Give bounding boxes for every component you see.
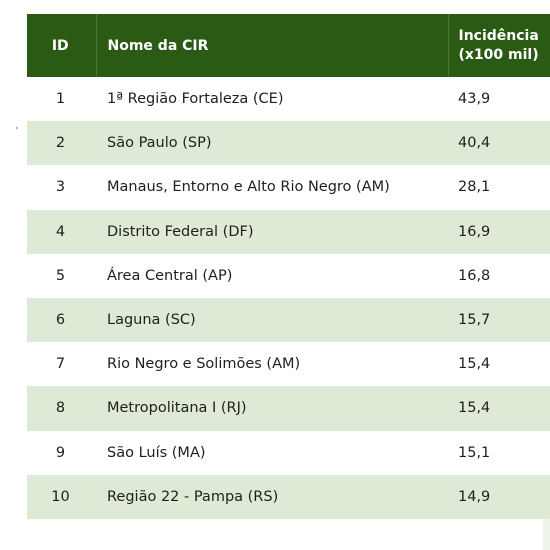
column-header-name: Nome da CIR <box>96 14 449 77</box>
cell-incidence: 40,4 <box>448 121 550 166</box>
incidence-table: ID Nome da CIR Incidência (x100 mil) 1 1… <box>27 14 550 519</box>
cell-incidence: 15,1 <box>448 430 550 475</box>
table-row: 10 Região 22 - Pampa (RS) 14,9 <box>27 474 550 519</box>
table-row: 2 São Paulo (SP) 40,4 <box>27 121 550 166</box>
cell-id: 9 <box>27 430 96 475</box>
header-row: ID Nome da CIR Incidência (x100 mil) <box>27 14 550 77</box>
stray-dot <box>16 127 18 129</box>
cell-incidence: 15,7 <box>448 297 550 343</box>
cell-id: 8 <box>27 386 96 431</box>
cell-name: São Paulo (SP) <box>96 121 448 166</box>
table-body: 1 1ª Região Fortaleza (CE) 43,9 2 São Pa… <box>27 77 550 519</box>
table-row: 4 Distrito Federal (DF) 16,9 <box>27 209 550 254</box>
incidence-header-line1: Incidência <box>458 27 539 44</box>
cell-id: 6 <box>27 297 96 343</box>
table-row: 7 Rio Negro e Solimões (AM) 15,4 <box>27 342 550 387</box>
cell-incidence: 14,9 <box>448 474 550 519</box>
cell-id: 1 <box>27 77 96 122</box>
cell-id: 5 <box>27 253 96 298</box>
cell-incidence: 43,9 <box>448 77 550 122</box>
cell-id: 2 <box>27 121 96 166</box>
cell-name: Área Central (AP) <box>96 253 448 298</box>
cell-incidence: 16,9 <box>448 209 550 254</box>
table-row: 8 Metropolitana I (RJ) 15,4 <box>27 386 550 431</box>
cell-incidence: 16,8 <box>448 253 550 298</box>
cell-incidence: 15,4 <box>448 386 550 431</box>
cell-incidence: 28,1 <box>448 165 550 210</box>
table-row: 1 1ª Região Fortaleza (CE) 43,9 <box>27 77 550 122</box>
cell-name: Distrito Federal (DF) <box>96 209 448 254</box>
cell-id: 3 <box>27 165 96 210</box>
cell-name: São Luís (MA) <box>96 430 448 475</box>
cell-name: Manaus, Entorno e Alto Rio Negro (AM) <box>96 165 448 210</box>
table-row: 6 Laguna (SC) 15,7 <box>27 297 550 343</box>
incidence-header-line2: (x100 mil) <box>458 46 539 63</box>
cell-name: Laguna (SC) <box>96 297 448 343</box>
cell-name: Metropolitana I (RJ) <box>96 386 448 431</box>
column-header-id: ID <box>27 14 97 77</box>
cell-name: 1ª Região Fortaleza (CE) <box>96 77 448 122</box>
cell-id: 10 <box>27 474 96 519</box>
cell-name: Região 22 - Pampa (RS) <box>96 474 448 519</box>
table-row: 3 Manaus, Entorno e Alto Rio Negro (AM) … <box>27 165 550 210</box>
cell-name: Rio Negro e Solimões (AM) <box>96 342 448 387</box>
table-row: 9 São Luís (MA) 15,1 <box>27 430 550 475</box>
column-header-incidence: Incidência (x100 mil) <box>448 14 550 77</box>
cell-id: 7 <box>27 342 96 387</box>
table-row: 5 Área Central (AP) 16,8 <box>27 253 550 298</box>
table-header: ID Nome da CIR Incidência (x100 mil) <box>27 14 550 77</box>
cell-incidence: 15,4 <box>448 342 550 387</box>
cell-id: 4 <box>27 209 96 254</box>
